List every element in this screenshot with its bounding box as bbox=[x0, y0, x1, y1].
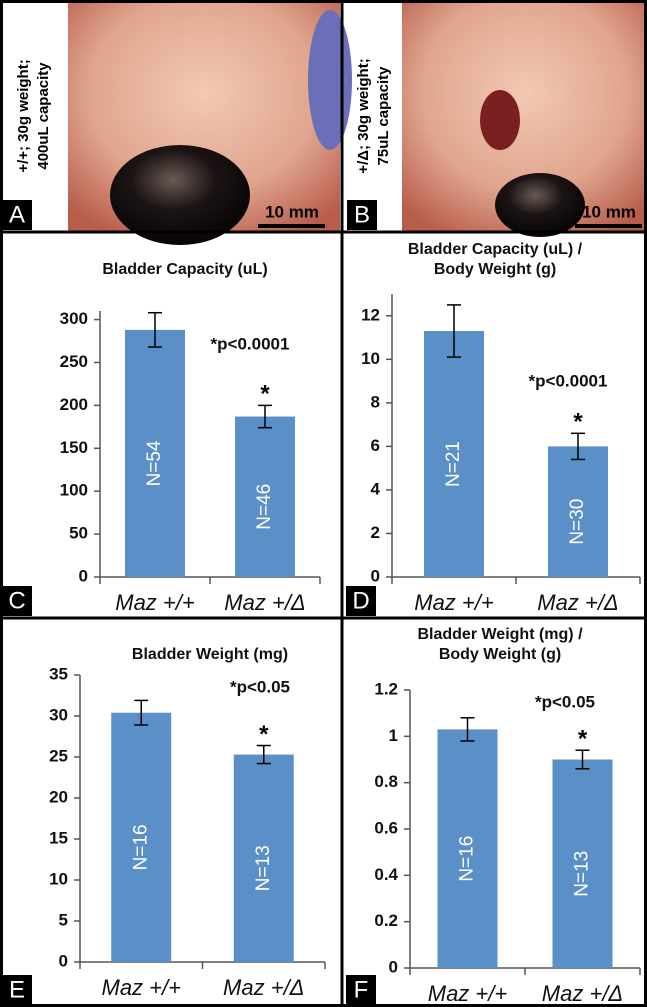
panel-letter: C bbox=[8, 587, 25, 614]
panel-letter: E bbox=[9, 976, 25, 1003]
x-tick-label: Maz +/+ bbox=[414, 590, 494, 615]
y-tick-label: 8 bbox=[371, 392, 380, 411]
y-tick-label: 12 bbox=[361, 305, 380, 324]
y-tick-label: 0.4 bbox=[374, 865, 398, 884]
photo-caption: +/Δ; 30g weight; bbox=[355, 58, 372, 173]
y-tick-label: 0.6 bbox=[374, 818, 398, 837]
y-tick-label: 2 bbox=[371, 523, 380, 542]
x-tick-label: Maz +/+ bbox=[428, 981, 508, 1006]
panel-letter: A bbox=[9, 201, 25, 228]
x-tick-label: Maz +/+ bbox=[102, 975, 182, 1000]
n-label: N=30 bbox=[567, 499, 588, 545]
annotation: *p<0.0001 bbox=[211, 334, 290, 353]
bladder bbox=[110, 145, 250, 245]
y-tick-label: 5 bbox=[59, 910, 68, 929]
annotation: *p<0.05 bbox=[535, 692, 595, 711]
y-tick-label: 1 bbox=[389, 726, 398, 745]
y-tick-label: 6 bbox=[371, 436, 380, 455]
significance-star: * bbox=[573, 409, 583, 436]
x-tick-label: Maz +/+ bbox=[115, 590, 195, 615]
chart-title: Bladder Capacity (uL) / bbox=[408, 241, 583, 258]
x-tick-label: Maz +/Δ bbox=[537, 590, 618, 615]
y-tick-label: 50 bbox=[69, 524, 88, 543]
y-tick-label: 30 bbox=[49, 705, 68, 724]
photo-caption: +/+; 30g weight; bbox=[15, 59, 32, 172]
scale-label: 10 mm bbox=[265, 202, 319, 221]
y-tick-label: 0 bbox=[389, 957, 398, 976]
y-tick-label: 4 bbox=[371, 479, 381, 498]
chart-title: Body Weight (g) bbox=[434, 261, 556, 278]
tissue bbox=[480, 90, 520, 150]
y-tick-label: 25 bbox=[49, 746, 68, 765]
n-label: N=13 bbox=[572, 851, 593, 897]
panel-letter: D bbox=[352, 587, 369, 614]
y-tick-label: 200 bbox=[60, 395, 88, 414]
figure: +/+; 30g weight;400uL capacity 10 mm A +/Δ;… bbox=[0, 0, 647, 1007]
chart-title: Bladder Weight (mg) bbox=[132, 646, 288, 663]
y-tick-label: 10 bbox=[49, 869, 68, 888]
significance-star: * bbox=[259, 721, 269, 748]
bladder bbox=[495, 173, 585, 237]
photo-caption: 400uL capacity bbox=[35, 62, 52, 170]
n-label: N=54 bbox=[144, 440, 165, 486]
y-tick-label: 0 bbox=[371, 566, 380, 585]
x-tick-label: Maz +/Δ bbox=[542, 981, 623, 1006]
y-tick-label: 100 bbox=[60, 481, 88, 500]
y-tick-label: 35 bbox=[49, 664, 68, 683]
chart-title: Body Weight (g) bbox=[439, 646, 561, 663]
y-tick-label: 15 bbox=[49, 828, 68, 847]
y-tick-label: 10 bbox=[361, 349, 380, 368]
n-label: N=21 bbox=[443, 441, 464, 487]
y-tick-label: 0.8 bbox=[374, 772, 398, 791]
chart-title: Bladder Capacity (uL) bbox=[102, 261, 267, 278]
y-tick-label: 1.2 bbox=[374, 679, 398, 698]
annotation: *p<0.05 bbox=[230, 677, 290, 696]
significance-star: * bbox=[578, 726, 588, 753]
photo-caption: 75uL capacity bbox=[375, 66, 392, 166]
n-label: N=13 bbox=[253, 845, 274, 891]
annotation: *p<0.0001 bbox=[529, 371, 608, 390]
n-label: N=16 bbox=[457, 836, 478, 882]
y-tick-label: 150 bbox=[60, 438, 88, 457]
glove bbox=[308, 10, 352, 150]
y-tick-label: 250 bbox=[60, 352, 88, 371]
panel-letter: F bbox=[354, 976, 369, 1003]
x-tick-label: Maz +/Δ bbox=[224, 590, 305, 615]
panel-letter: B bbox=[354, 201, 370, 228]
scale-label: 10 mm bbox=[582, 202, 636, 221]
y-tick-label: 300 bbox=[60, 309, 88, 328]
n-label: N=16 bbox=[130, 824, 151, 870]
y-tick-label: 0 bbox=[79, 566, 88, 585]
y-tick-label: 20 bbox=[49, 787, 68, 806]
x-tick-label: Maz +/Δ bbox=[223, 975, 304, 1000]
y-tick-label: 0 bbox=[59, 951, 68, 970]
y-tick-label: 0.2 bbox=[374, 911, 398, 930]
significance-star: * bbox=[260, 381, 270, 408]
n-label: N=46 bbox=[254, 484, 275, 530]
chart-title: Bladder Weight (mg) / bbox=[417, 626, 583, 643]
